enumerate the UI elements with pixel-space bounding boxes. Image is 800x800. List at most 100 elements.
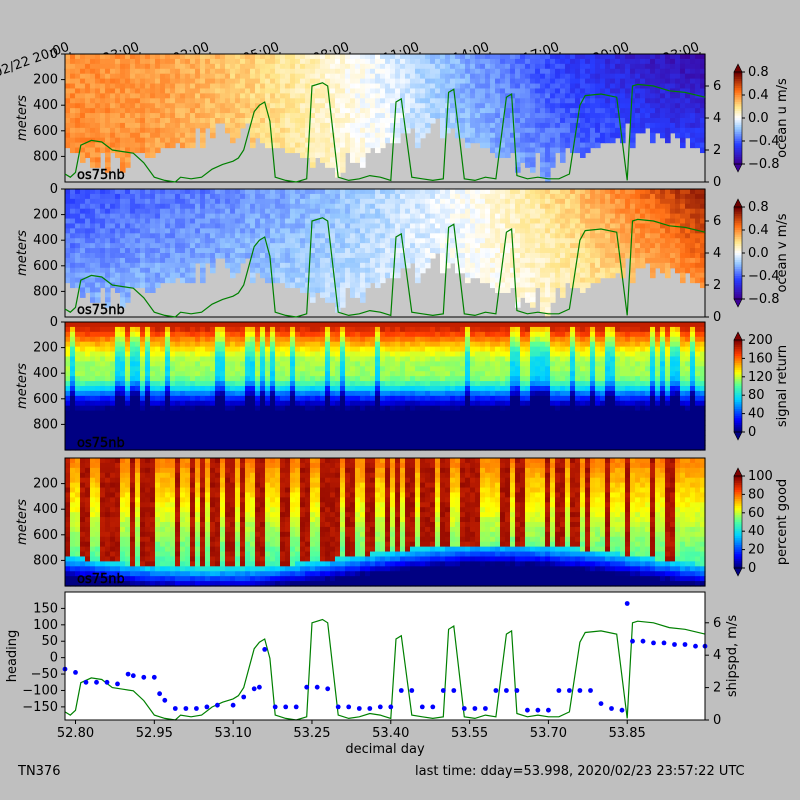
heatmap-cell [220,68,226,75]
heatmap-cell [500,218,506,225]
heatmap-cell [140,213,146,220]
heatmap-cell [435,203,441,210]
heatmap-cell [345,73,351,80]
heatmap-cell [360,98,366,104]
heatmap-cell [170,108,176,114]
heatmap-cell [65,208,71,215]
heatmap-cell [615,243,621,249]
heatmap-cell [320,272,326,279]
heatmap-cell [140,147,146,154]
heatmap-cell [350,137,356,144]
heatmap-cell [610,54,616,60]
heatmap-cell [170,113,176,119]
heatmap-cell [360,137,366,144]
heatmap-cell [510,208,516,215]
heatmap-cell [155,88,161,94]
heatmap-cell [520,132,526,139]
heatmap-cell [440,63,446,70]
heatmap-cell [500,58,506,65]
heatmap-cell [445,54,451,60]
heatmap-cell [540,137,546,144]
heatmap-cell [340,248,346,254]
heatmap-cell [165,63,171,70]
heatmap-cell [265,103,271,109]
heatmap-cell [530,233,536,239]
heatmap-cell [330,218,336,225]
heatmap-cell [100,147,106,154]
heatmap-cell [440,83,446,90]
heatmap-cell [290,193,296,200]
heatmap-cell [665,127,671,134]
heatmap-cell [195,223,201,229]
heatmap-cell [75,88,81,94]
heatmap-cell [375,213,381,220]
heatmap-cell [600,113,606,119]
heatmap-cell [280,113,286,119]
heatmap-cell [110,113,116,119]
heatmap-cell [540,272,546,279]
heatmap-cell [415,223,421,229]
heatmap-cell [595,198,601,205]
heatmap-cell [565,223,571,229]
heatmap-cell [635,253,641,259]
heatmap-cell [640,63,646,70]
heatmap-cell [280,277,286,284]
heatmap-cell [625,63,631,70]
heatmap-cell [445,88,451,94]
heatmap-cell [265,238,271,244]
heatmap-cell [425,238,431,244]
heatmap-cell [85,198,91,205]
heatmap-cell [245,63,251,70]
heatmap-cell [580,238,586,244]
heatmap-cell [140,83,146,90]
heatmap-cell [155,282,161,289]
heatmap-cell [515,302,521,308]
heatmap-cell [545,312,551,318]
heatmap-cell [445,118,451,124]
heatmap-cell [430,189,436,195]
heatmap-cell [145,277,151,284]
colorbar-tick-label: 0.4 [748,88,769,103]
heatmap-cell [595,243,601,249]
heatmap-cell [465,63,471,70]
heatmap-cell [495,127,501,134]
heatmap-cell [665,198,671,205]
heatmap-cell [265,228,271,234]
heatmap-cell [560,113,566,119]
heatmap-cell [210,208,216,215]
heatmap-cell [695,248,701,254]
heatmap-cell [75,132,81,139]
heatmap-cell [395,248,401,254]
heatmap-cell [345,142,351,149]
heatmap-cell [285,189,291,195]
heatmap-cell [155,103,161,109]
heatmap-cell [65,98,71,104]
heatmap-cell [660,127,666,134]
heatmap-cell [250,73,256,80]
heatmap-cell [670,262,676,269]
heatmap-cell [430,68,436,75]
heatmap-cell [65,113,71,119]
heatmap-cell [215,223,221,229]
heatmap-cell [380,68,386,75]
heatmap-cell [265,137,271,144]
heatmap-cell [370,127,376,134]
heatmap-cell [375,54,381,60]
heatmap-cell [290,113,296,119]
heatmap-cell [595,108,601,114]
heatmap-cell [425,118,431,124]
heatmap-cell [540,68,546,75]
heatmap-cell [270,233,276,239]
heatmap-cell [450,68,456,75]
heatmap-cell [335,157,341,163]
heatmap-cell [420,78,426,85]
heatmap-cell [105,297,111,303]
heatmap-cell [605,73,611,80]
heatmap-cell [280,233,286,239]
heatmap-cell [655,253,661,259]
heatmap-cell [155,142,161,149]
heatmap-cell [555,282,561,289]
heatmap-cell [225,63,231,70]
heatmap-cell [525,267,531,274]
heatmap-cell [315,68,321,75]
